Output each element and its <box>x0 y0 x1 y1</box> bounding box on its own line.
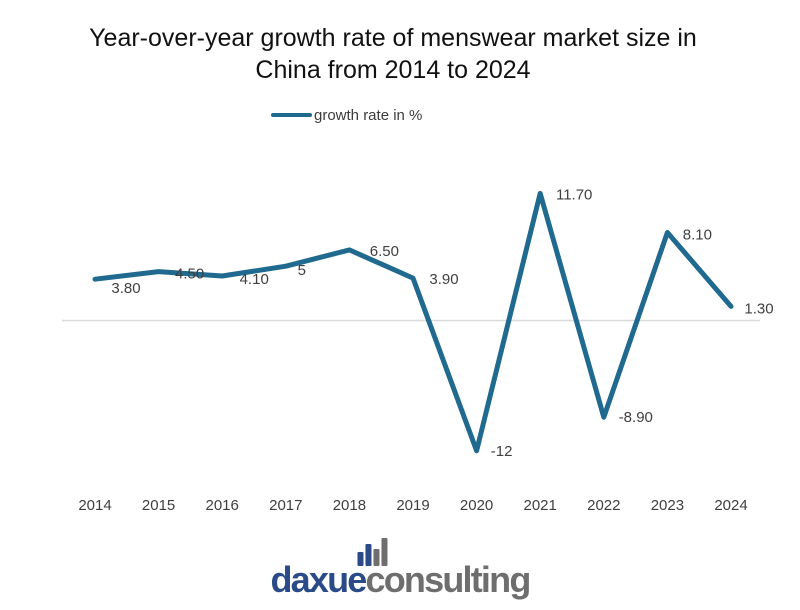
x-axis-label: 2023 <box>651 497 684 514</box>
data-label: 6.50 <box>370 243 399 260</box>
x-axis-label: 2018 <box>333 497 366 514</box>
daxue-consulting-logo: daxueconsulting <box>270 537 532 600</box>
logo-text-daxue: daxue <box>270 559 367 600</box>
data-label: 5 <box>298 262 306 279</box>
chart-title-line2: China from 2014 to 2024 <box>255 56 531 84</box>
x-axis-label: 2017 <box>269 497 302 514</box>
x-axis-label: 2015 <box>142 497 175 514</box>
x-axis-label: 2019 <box>396 497 429 514</box>
data-label: -8.90 <box>619 409 653 426</box>
logo-text: daxueconsulting <box>270 537 532 600</box>
x-axis-label: 2014 <box>78 497 111 514</box>
x-axis-label: 2021 <box>524 497 557 514</box>
logo-text-consulting: consulting <box>365 559 532 600</box>
x-axis-label: 2024 <box>714 497 747 514</box>
data-label: 3.90 <box>429 271 458 288</box>
bar-chart-icon-bar4 <box>380 538 387 566</box>
chart-title-line1: Year-over-year growth rate of menswear m… <box>89 24 697 52</box>
data-label: 4.10 <box>240 271 269 288</box>
x-axis-label: 2020 <box>460 497 493 514</box>
legend-line-swatch <box>271 113 312 117</box>
bar-chart-icon-bar3 <box>372 549 379 566</box>
data-label: -12 <box>491 443 513 460</box>
data-label: 4.50 <box>175 266 204 283</box>
legend-label: growth rate in % <box>314 106 423 124</box>
data-label: 11.70 <box>556 186 592 203</box>
bar-chart-icon-bar1 <box>356 552 363 566</box>
data-label: 8.10 <box>683 227 712 244</box>
bar-chart-icon <box>356 537 387 566</box>
x-axis-label: 2022 <box>587 497 620 514</box>
data-label: 1.30 <box>744 300 773 317</box>
legend: growth rate in % <box>271 106 423 124</box>
x-axis-label: 2016 <box>206 497 239 514</box>
bar-chart-icon-bar2 <box>364 544 371 566</box>
growth-rate-line <box>92 190 734 454</box>
data-label: 3.80 <box>111 280 140 297</box>
chart-title: Year-over-year growth rate of menswear m… <box>0 22 786 86</box>
